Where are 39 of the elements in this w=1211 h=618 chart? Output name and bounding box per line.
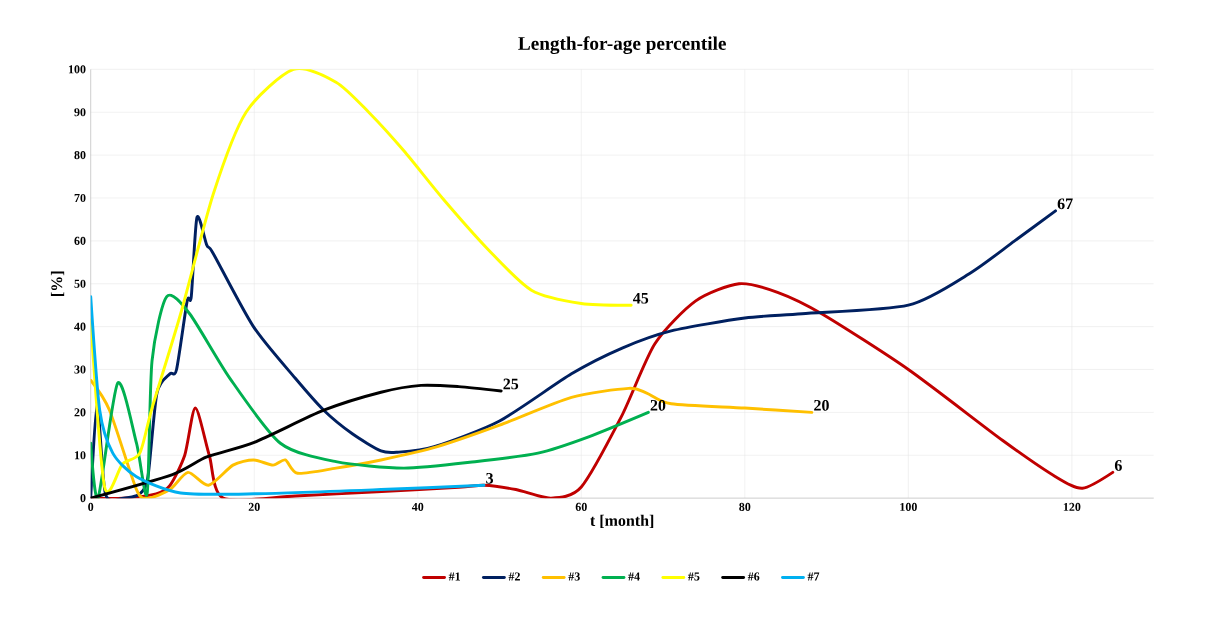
legend-label: #7 [807, 572, 820, 581]
legend-label: #1 [448, 572, 461, 581]
x-tick-label: 60 [575, 502, 587, 511]
x-tick-label: 40 [411, 502, 424, 511]
legend-label: #2 [508, 572, 520, 581]
y-tick-label: 50 [74, 279, 86, 288]
y-tick-label: 70 [74, 193, 86, 202]
line-series [90, 295, 650, 499]
legend-label: #5 [688, 572, 700, 581]
data-label: 3 [486, 472, 494, 484]
x-tick-label: 0 [88, 502, 94, 511]
y-tick-label: 10 [74, 451, 86, 460]
y-tick-label: 90 [74, 108, 86, 117]
line-series [90, 383, 503, 499]
line-series [90, 378, 814, 499]
data-label: 45 [632, 292, 649, 304]
chart-title: Length-for-age percentile [518, 36, 726, 54]
y-tick-label: 40 [74, 322, 86, 331]
legend-label: #6 [747, 572, 760, 581]
x-tick-label: 20 [248, 502, 260, 511]
line-series [90, 295, 486, 496]
data-label: 25 [503, 378, 519, 390]
data-label: 67 [1057, 198, 1073, 210]
x-tick-label: 80 [739, 502, 751, 511]
y-tick-label: 60 [74, 236, 86, 245]
y-axis-title: [%] [50, 271, 65, 296]
legend-label: #3 [568, 572, 580, 581]
x-tick-label: 100 [900, 502, 917, 511]
data-label: 20 [650, 399, 666, 411]
x-tick-label: 120 [1063, 502, 1081, 511]
y-tick-label: 0 [80, 493, 86, 503]
legend-label: #4 [628, 572, 640, 581]
y-tick-label: 30 [74, 365, 86, 374]
data-label: 20 [814, 399, 829, 411]
data-label: 6 [1114, 459, 1122, 471]
y-tick-label: 20 [74, 408, 86, 417]
y-tick-label: 100 [68, 65, 86, 74]
y-tick-label: 80 [74, 150, 86, 160]
x-axis-title: t [month] [590, 514, 654, 528]
